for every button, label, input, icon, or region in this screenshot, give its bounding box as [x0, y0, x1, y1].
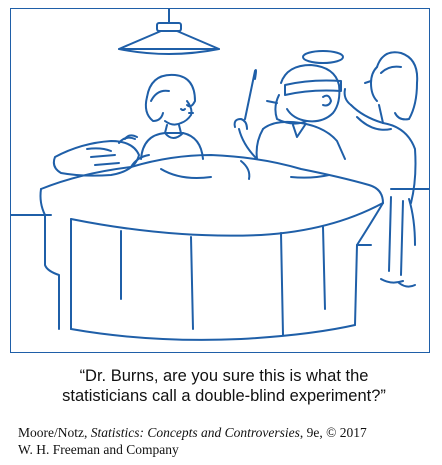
credit-book-title: Statistics: Concepts and Controversies	[90, 425, 300, 440]
caption-line-1: “Dr. Burns, are you sure this is what th…	[79, 367, 369, 385]
patient-figure	[52, 134, 140, 177]
cartoon-caption: “Dr. Burns, are you sure this is what th…	[14, 366, 434, 406]
surgeon-figure	[233, 50, 346, 160]
caption-line-2: statisticians call a double-blind experi…	[62, 387, 386, 405]
assistant-figure	[343, 51, 419, 288]
source-credit: Moore/Notz, Statistics: Concepts and Con…	[18, 424, 428, 458]
operating-table	[39, 154, 384, 341]
credit-authors: Moore/Notz,	[18, 425, 91, 440]
cartoon-illustration	[10, 8, 430, 353]
credit-publisher: W. H. Freeman and Company	[18, 442, 179, 457]
credit-edition: , 9e, © 2017	[299, 425, 367, 440]
operating-room-drawing	[11, 9, 429, 341]
ceiling-lamp-icon	[118, 9, 220, 55]
nurse-figure	[140, 73, 204, 160]
